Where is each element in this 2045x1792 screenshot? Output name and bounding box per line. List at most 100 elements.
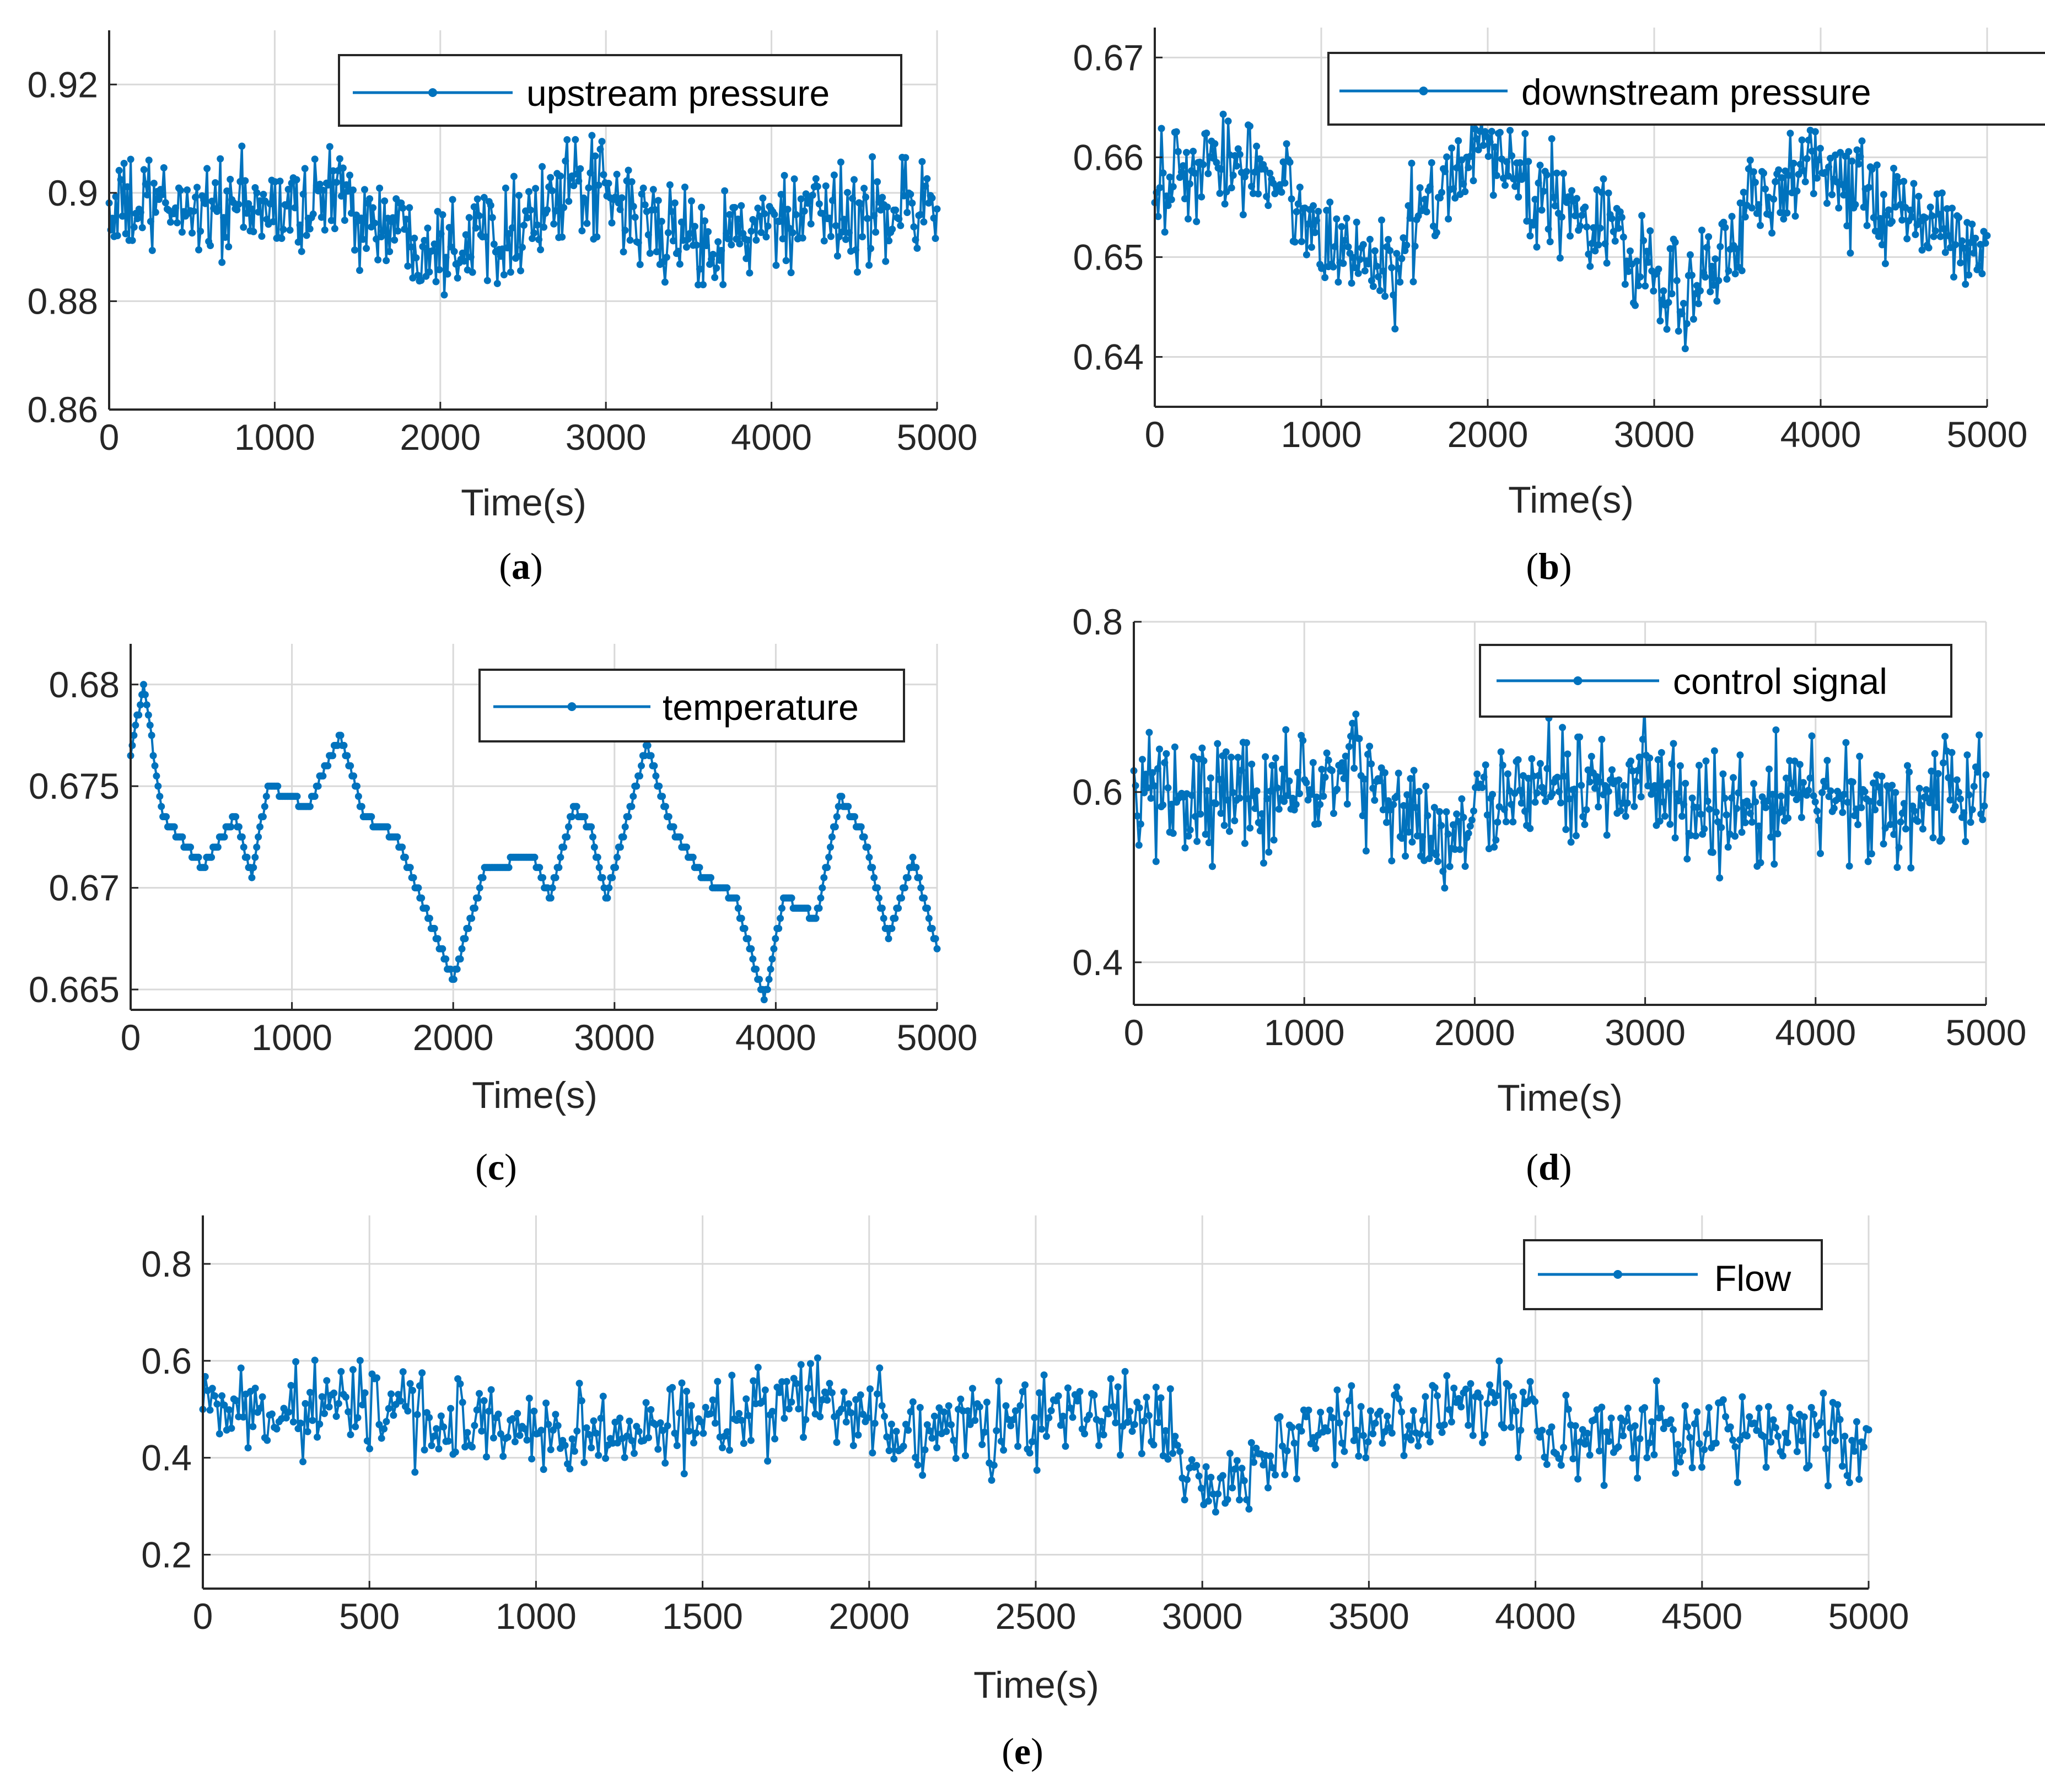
data-point — [904, 874, 912, 881]
data-point — [1791, 212, 1799, 220]
data-point — [1181, 195, 1188, 202]
data-point — [1381, 1428, 1389, 1435]
data-point — [1928, 212, 1936, 219]
data-point — [1214, 740, 1221, 747]
data-point — [442, 955, 450, 963]
data-point — [122, 230, 130, 238]
data-point — [1572, 212, 1579, 219]
data-point — [588, 1444, 595, 1451]
data-point — [1145, 1412, 1153, 1419]
data-point — [768, 1408, 776, 1415]
data-point — [128, 236, 136, 244]
data-point — [655, 782, 663, 790]
data-point — [1432, 851, 1440, 859]
data-point — [456, 955, 464, 963]
data-point — [1803, 155, 1811, 163]
data-point — [575, 1380, 583, 1387]
data-point — [878, 905, 886, 912]
data-point — [1401, 247, 1409, 255]
data-point — [454, 274, 461, 282]
data-point — [1697, 810, 1705, 818]
data-point — [902, 1420, 910, 1428]
data-point — [1121, 1368, 1129, 1375]
data-point — [1330, 263, 1337, 271]
data-point — [1875, 783, 1882, 790]
data-point — [220, 1401, 228, 1409]
data-point — [1791, 757, 1799, 765]
data-point — [1946, 796, 1954, 804]
data-point — [1307, 1440, 1315, 1447]
data-point — [543, 206, 551, 214]
data-point — [890, 1455, 898, 1463]
data-point — [1587, 752, 1595, 760]
data-point — [383, 1418, 390, 1425]
data-point — [1403, 241, 1411, 249]
data-point — [671, 199, 679, 207]
data-point — [1154, 765, 1161, 772]
data-point — [1553, 773, 1561, 781]
data-point — [1605, 189, 1612, 197]
data-point — [1643, 1454, 1651, 1461]
data-point — [917, 884, 925, 892]
data-point — [1500, 1424, 1508, 1432]
data-point — [469, 1443, 476, 1451]
data-point — [451, 1448, 459, 1456]
data-point — [928, 1434, 936, 1442]
data-point — [497, 1430, 504, 1438]
data-point — [611, 1418, 619, 1426]
data-point — [1702, 273, 1709, 281]
data-point — [825, 853, 833, 861]
data-point — [901, 884, 908, 892]
data-point — [1460, 814, 1467, 821]
data-point — [1952, 241, 1959, 249]
x-axis-label: Time(s) — [472, 1074, 598, 1116]
data-point — [565, 823, 572, 831]
data-point — [1119, 1423, 1127, 1430]
data-point — [825, 214, 833, 222]
caption-letter: e — [1014, 1730, 1031, 1772]
data-point — [115, 166, 123, 174]
data-point — [1726, 1423, 1734, 1431]
data-point — [563, 136, 571, 143]
data-point — [1922, 214, 1929, 222]
data-point — [1548, 790, 1556, 798]
data-point — [724, 235, 732, 243]
data-point — [1422, 782, 1430, 790]
data-point — [514, 1409, 521, 1417]
data-point — [1822, 783, 1829, 790]
data-point — [1897, 818, 1904, 826]
data-point — [500, 271, 508, 278]
data-point — [1681, 1402, 1689, 1409]
data-point — [681, 184, 688, 191]
data-point — [1725, 267, 1732, 275]
data-point — [1670, 740, 1677, 747]
data-point — [1755, 822, 1763, 830]
data-point — [1126, 1408, 1134, 1416]
data-point — [623, 1432, 631, 1440]
data-point — [683, 1387, 691, 1395]
data-point — [473, 1406, 481, 1414]
data-point — [1783, 209, 1791, 217]
data-point — [407, 243, 415, 251]
data-point — [557, 853, 564, 861]
data-point — [629, 793, 637, 800]
data-point — [1393, 250, 1401, 257]
data-point — [875, 894, 882, 902]
data-point — [1283, 140, 1290, 148]
data-point — [378, 233, 385, 240]
data-point — [1700, 825, 1708, 833]
data-point — [1611, 237, 1619, 245]
data-point — [1683, 1423, 1691, 1431]
data-point — [626, 1417, 633, 1425]
data-point — [990, 1461, 998, 1469]
data-point — [1169, 1450, 1177, 1457]
data-point — [547, 894, 555, 902]
y-tick-label: 0.66 — [1073, 137, 1144, 177]
data-point — [1161, 759, 1169, 767]
data-point — [842, 1418, 850, 1426]
data-point — [1076, 1388, 1084, 1395]
data-point — [1895, 844, 1903, 852]
data-point — [1782, 1429, 1789, 1437]
data-point — [1796, 761, 1804, 768]
data-point — [826, 1380, 833, 1387]
